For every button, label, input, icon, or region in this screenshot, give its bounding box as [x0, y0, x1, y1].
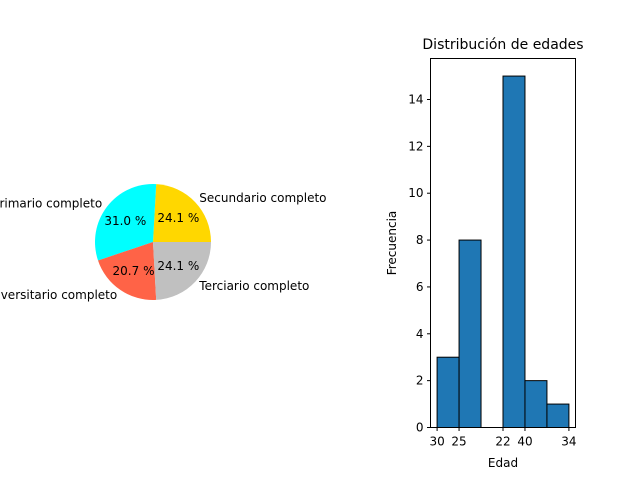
x-tick-label: 25	[451, 435, 466, 449]
y-tick-label: 4	[416, 327, 424, 341]
histogram-title: Distribución de edades	[422, 37, 583, 53]
pie-slice-label: Terciario completo	[198, 279, 309, 293]
pie-slices	[95, 184, 211, 300]
pie-slice-label: Universitario completo	[0, 288, 117, 302]
pie-slice-percent: 31.0 %	[104, 214, 146, 228]
y-tick-label: 8	[416, 233, 424, 247]
histogram-y-ticks: 0 2 4 6 8 10 12 14	[408, 93, 431, 435]
histogram-bar	[502, 75, 526, 428]
histogram-y-axis-label: Frecuencia	[385, 211, 399, 276]
pie-slice-label: Primario completo	[0, 196, 102, 210]
x-tick-label: 30	[429, 435, 444, 449]
y-tick-label: 0	[416, 421, 424, 435]
histogram-bar	[436, 356, 460, 428]
histogram-bar	[546, 403, 570, 429]
histogram-bars	[436, 75, 570, 429]
histogram-x-axis-label: Edad	[488, 456, 518, 470]
x-tick-label: 34	[561, 435, 576, 449]
pie-slice	[95, 184, 157, 261]
y-tick-label: 14	[408, 93, 423, 107]
histogram-x-ticks: 30 25 22 40 34	[429, 427, 577, 449]
y-tick-label: 10	[408, 186, 423, 200]
histogram-bar	[458, 239, 482, 428]
x-tick-label: 22	[495, 435, 510, 449]
y-tick-label: 2	[416, 374, 424, 388]
pie-slice-percent: 24.1 %	[157, 259, 199, 273]
pie-slice	[153, 242, 211, 300]
y-tick-label: 12	[408, 139, 423, 153]
pie-slice-label: Secundario completo	[199, 191, 326, 205]
x-tick-label: 40	[517, 435, 532, 449]
pie-slice-percent: 20.7 %	[113, 264, 155, 278]
pie-slice	[98, 242, 157, 300]
pie-slice	[153, 184, 211, 242]
histogram-bar	[524, 380, 548, 429]
histogram: Distribución de edades 0 2 4 6 8 10 12 14 30 25 2…	[385, 37, 584, 470]
y-tick-label: 6	[416, 280, 424, 294]
pie-slice-percent: 24.1 %	[157, 211, 199, 225]
